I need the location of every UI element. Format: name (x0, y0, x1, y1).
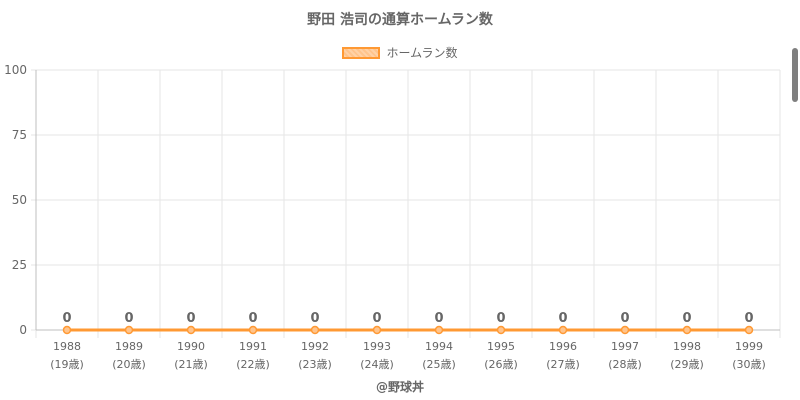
data-point (496, 325, 506, 335)
x-tick-label: 1998 (673, 340, 701, 353)
x-tick-sublabel: (25歳) (422, 358, 456, 371)
y-tick-label: 0 (19, 323, 27, 337)
x-tick-sublabel: (30歳) (732, 358, 766, 371)
y-tick-label: 50 (12, 193, 27, 207)
x-tick-label: 1999 (735, 340, 763, 353)
data-point (372, 325, 382, 335)
data-point (558, 325, 568, 335)
x-tick-label: 1988 (53, 340, 81, 353)
data-point (620, 325, 630, 335)
y-tick-label: 75 (12, 128, 27, 142)
x-tick-sublabel: (27歳) (546, 358, 580, 371)
x-tick-label: 1993 (363, 340, 391, 353)
legend-swatch (342, 46, 381, 59)
x-tick-sublabel: (22歳) (236, 358, 270, 371)
data-point (682, 325, 692, 335)
data-label: 0 (620, 311, 629, 326)
x-tick-sublabel: (29歳) (670, 358, 704, 371)
data-point (434, 325, 444, 335)
data-label: 0 (496, 311, 505, 326)
data-point (62, 325, 72, 335)
data-label: 0 (558, 311, 567, 326)
x-tick-label: 1990 (177, 340, 205, 353)
data-label: 0 (248, 311, 257, 326)
data-point (124, 325, 134, 335)
x-tick-label: 1992 (301, 340, 329, 353)
x-tick-label: 1997 (611, 340, 639, 353)
x-tick-label: 1995 (487, 340, 515, 353)
y-tick-label: 100 (4, 63, 27, 77)
x-tick-sublabel: (26歳) (484, 358, 518, 371)
data-point (248, 325, 258, 335)
x-tick-sublabel: (21歳) (174, 358, 208, 371)
data-point (744, 325, 754, 335)
credit-label: @野球丼 (375, 380, 424, 394)
x-tick-label: 1994 (425, 340, 453, 353)
x-tick-label: 1996 (549, 340, 577, 353)
legend-label: ホームラン数 (386, 46, 458, 60)
data-point (186, 325, 196, 335)
data-label: 0 (62, 311, 71, 326)
chart-title: 野田 浩司の通算ホームラン数 (307, 12, 493, 28)
legend[interactable]: ホームラン数 (0, 44, 800, 61)
y-tick-label: 25 (12, 258, 27, 272)
data-point (310, 325, 320, 335)
x-tick-sublabel: (20歳) (112, 358, 146, 371)
x-tick-label: 1989 (115, 340, 143, 353)
data-label: 0 (682, 311, 691, 326)
data-label: 0 (372, 311, 381, 326)
data-label: 0 (310, 311, 319, 326)
data-label: 0 (186, 311, 195, 326)
data-label: 0 (124, 311, 133, 326)
x-tick-sublabel: (28歳) (608, 358, 642, 371)
x-tick-sublabel: (24歳) (360, 358, 394, 371)
x-tick-sublabel: (23歳) (298, 358, 332, 371)
x-tick-sublabel: (19歳) (50, 358, 84, 371)
data-label: 0 (434, 311, 443, 326)
scrollbar-thumb[interactable] (792, 48, 798, 102)
x-tick-label: 1991 (239, 340, 267, 353)
data-label: 0 (744, 311, 753, 326)
